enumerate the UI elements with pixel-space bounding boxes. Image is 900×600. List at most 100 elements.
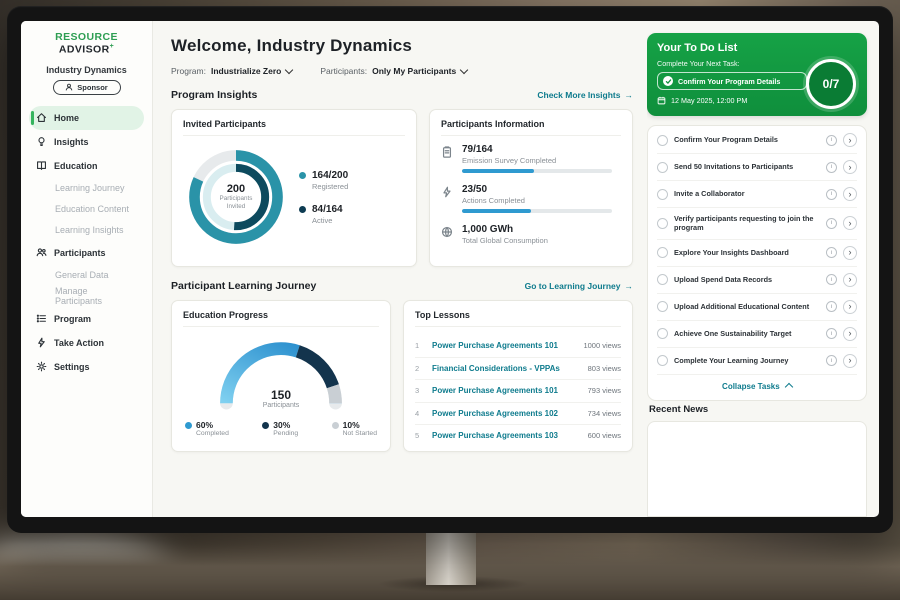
lesson-link[interactable]: Power Purchase Agreements 101 [432,386,558,396]
collapse-tasks-button[interactable]: Collapse Tasks [657,375,857,399]
lightbulb-icon [38,137,45,146]
sidebar-item-label: Education [54,160,98,171]
task-checkbox[interactable] [657,301,668,313]
task-checkbox[interactable] [657,134,668,146]
go-to-learning-journey-link[interactable]: Go to Learning Journey → [525,281,633,291]
program-insights-header: Program Insights Check More Insights → [171,89,633,101]
bolt-icon [38,337,45,348]
chevron-right-icon[interactable]: › [843,187,857,201]
sponsor-badge[interactable]: Sponsor [52,79,121,95]
task-label: Achieve One Sustainability Target [674,329,792,339]
card-title: Top Lessons [415,310,621,327]
task-label: Upload Spend Data Records [674,275,773,285]
task-row[interactable]: Send 50 Invitations to Participants i › [657,154,857,181]
task-row[interactable]: Complete Your Learning Journey i › [657,348,857,375]
task-checkbox[interactable] [657,328,668,340]
task-checkbox[interactable] [657,161,668,173]
chevron-right-icon[interactable]: › [843,326,857,341]
task-checkbox[interactable] [657,188,668,200]
chevron-right-icon[interactable]: › [843,160,857,174]
task-checkbox[interactable] [657,355,668,367]
recent-news-heading: Recent News [649,403,709,415]
lesson-link[interactable]: Power Purchase Agreements 103 [432,431,558,441]
donut-center-label: Participants Invited [219,195,253,210]
home-icon [37,113,46,122]
program-filter-label: Program: [171,66,206,76]
sidebar-item-learning-insights[interactable]: Learning Insights [29,220,144,241]
legend-dot [262,422,270,429]
lesson-row: 5 Power Purchase Agreements 103 600 view… [415,425,621,447]
lesson-views: 803 views [587,363,621,373]
task-row[interactable]: Achieve One Sustainability Target i › [657,321,857,348]
legend-pending: 30% Pending [262,420,298,437]
sidebar-item-label: Insights [54,136,89,147]
sidebar-item-learning-journey[interactable]: Learning Journey [29,178,144,199]
chevron-down-icon [285,65,294,75]
task-row[interactable]: Invite a Collaborator i › [657,181,857,208]
logo-part-advisor: ADVISOR [58,43,110,56]
lesson-rank: 1 [415,341,420,351]
chevron-down-icon [459,65,469,75]
card-title: Participants Information [441,119,621,136]
sponsor-label: Sponsor [77,82,108,92]
todo-title: Your To Do List [657,42,738,54]
task-row[interactable]: Upload Spend Data Records i › [657,267,857,294]
sidebar-item-participants[interactable]: Participants [29,241,144,265]
stat-label: Total Global Consumption [462,236,548,245]
task-row[interactable]: Verify participants requesting to join t… [657,208,857,240]
todo-subtitle: Complete Your Next Task: [657,59,740,68]
task-row[interactable]: Explore Your Insights Dashboard i › [657,240,857,267]
program-filter[interactable]: Program: Industrialize Zero [171,65,294,76]
task-checkbox[interactable] [657,274,668,286]
lesson-views: 734 views [587,408,621,418]
task-checkbox[interactable] [657,247,668,259]
actions-icon [443,186,451,198]
info-icon: i [826,247,837,259]
sidebar-item-education[interactable]: Education [29,154,144,178]
next-task-chip[interactable]: Confirm Your Program Details [657,72,807,90]
gauge-legend: 60% Completed 30% Pending 10% Not Started [183,420,379,437]
sidebar-item-label: Learning Insights [55,225,124,235]
sidebar-item-take-action[interactable]: Take Action [29,331,144,355]
lesson-link[interactable]: Financial Considerations - VPPAs [432,363,560,373]
sidebar-item-manage-participants[interactable]: Manage Participants [29,286,144,307]
program-filter-value: Industrialize Zero [210,66,282,76]
legend-value: 164/200 [312,169,349,181]
lesson-rank: 2 [415,363,420,373]
task-checkbox[interactable] [657,217,668,229]
chevron-right-icon[interactable]: › [843,216,857,231]
monitor-bezel: RESOURCE ADVISOR+ Industry Dynamics Spon… [7,6,893,533]
sidebar-item-settings[interactable]: Settings [29,355,144,379]
stat-value: 79/164 [462,144,493,155]
participants-filter[interactable]: Participants: Only My Participants [320,65,469,76]
stat-emission-survey: 79/164 Emission Survey Completed [441,144,621,173]
participants-filter-label: Participants: [320,66,368,76]
filter-bar: Program: Industrialize Zero Participants… [171,65,633,76]
check-more-insights-link[interactable]: Check More Insights → [537,90,633,100]
chevron-right-icon[interactable]: › [843,299,857,314]
lesson-link[interactable]: Power Purchase Agreements 102 [432,408,558,418]
sidebar-item-general-data[interactable]: General Data [29,265,144,286]
chevron-right-icon[interactable]: › [843,133,857,147]
sidebar-item-insights[interactable]: Insights [29,130,144,154]
next-task-label: Confirm Your Program Details [678,76,781,86]
main-content: Welcome, Industry Dynamics Program: Indu… [153,21,647,517]
chevron-right-icon[interactable]: › [843,245,857,260]
chevron-right-icon[interactable]: › [843,272,857,287]
task-label: Verify participants requesting to join t… [674,214,814,233]
legend-active: 84/164 Active [299,204,348,225]
task-row[interactable]: Upload Additional Educational Content i … [657,294,857,321]
sidebar-item-program[interactable]: Program [29,307,144,331]
sidebar-item-home[interactable]: Home [29,105,144,130]
info-icon: i [826,355,837,367]
invited-donut-chart: 200 Participants Invited [183,144,289,250]
book-icon [37,161,46,170]
lesson-link[interactable]: Power Purchase Agreements 101 [432,341,558,351]
people-icon [36,248,47,257]
task-row[interactable]: Confirm Your Program Details i › [657,127,857,154]
chevron-right-icon[interactable]: › [843,353,857,368]
sidebar-item-education-content[interactable]: Education Content [29,199,144,220]
legend-dot [185,422,192,429]
education-progress-card: Education Progress [171,300,391,452]
